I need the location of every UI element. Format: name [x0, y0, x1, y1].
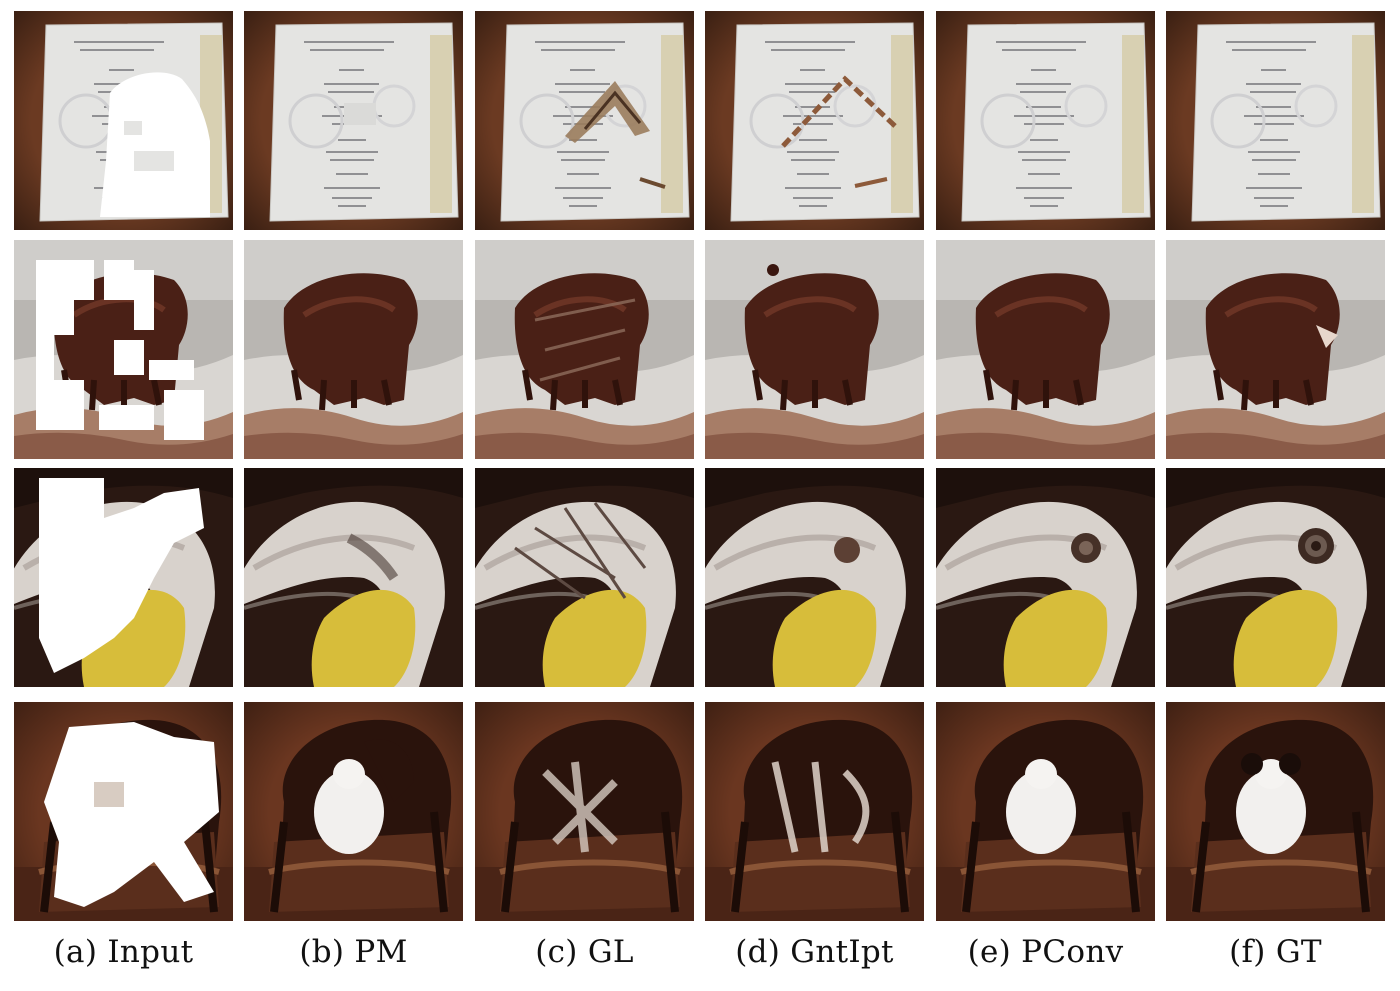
dog-in-surf-gntipt-image — [705, 240, 924, 459]
bird-beak-gl-image — [475, 468, 694, 687]
bird-beak-gt-image — [1166, 468, 1385, 687]
papillon-chair-gl-image — [475, 702, 694, 921]
caption-gntipt: (d) GntIpt — [735, 934, 894, 970]
caption-gl: (c) GL — [535, 934, 634, 970]
bird-beak-pm-image — [244, 468, 463, 687]
caption-gt: (f) GT — [1229, 934, 1322, 970]
menu-input-image — [14, 11, 233, 230]
dog-in-surf-pconv-image — [936, 240, 1155, 459]
menu-gl-image — [475, 11, 694, 230]
dog-in-surf-input-image — [14, 240, 233, 459]
dog-in-surf-gl-image — [475, 240, 694, 459]
papillon-chair-pm-image — [244, 702, 463, 921]
papillon-chair-pconv-image — [936, 702, 1155, 921]
bird-beak-pconv-image — [936, 468, 1155, 687]
bird-beak-gntipt-image — [705, 468, 924, 687]
caption-input: (a) Input — [53, 934, 194, 970]
dog-in-surf-gt-image — [1166, 240, 1385, 459]
menu-pm-image — [244, 11, 463, 230]
bird-beak-input-image — [14, 468, 233, 687]
papillon-chair-input-image — [14, 702, 233, 921]
papillon-chair-gt-image — [1166, 702, 1385, 921]
caption-pm: (b) PM — [299, 934, 408, 970]
papillon-chair-gntipt-image — [705, 702, 924, 921]
menu-gt-image — [1166, 11, 1385, 230]
caption-pconv: (e) PConv — [967, 934, 1124, 970]
menu-pconv-image — [936, 11, 1155, 230]
dog-in-surf-pm-image — [244, 240, 463, 459]
menu-gntipt-image — [705, 11, 924, 230]
